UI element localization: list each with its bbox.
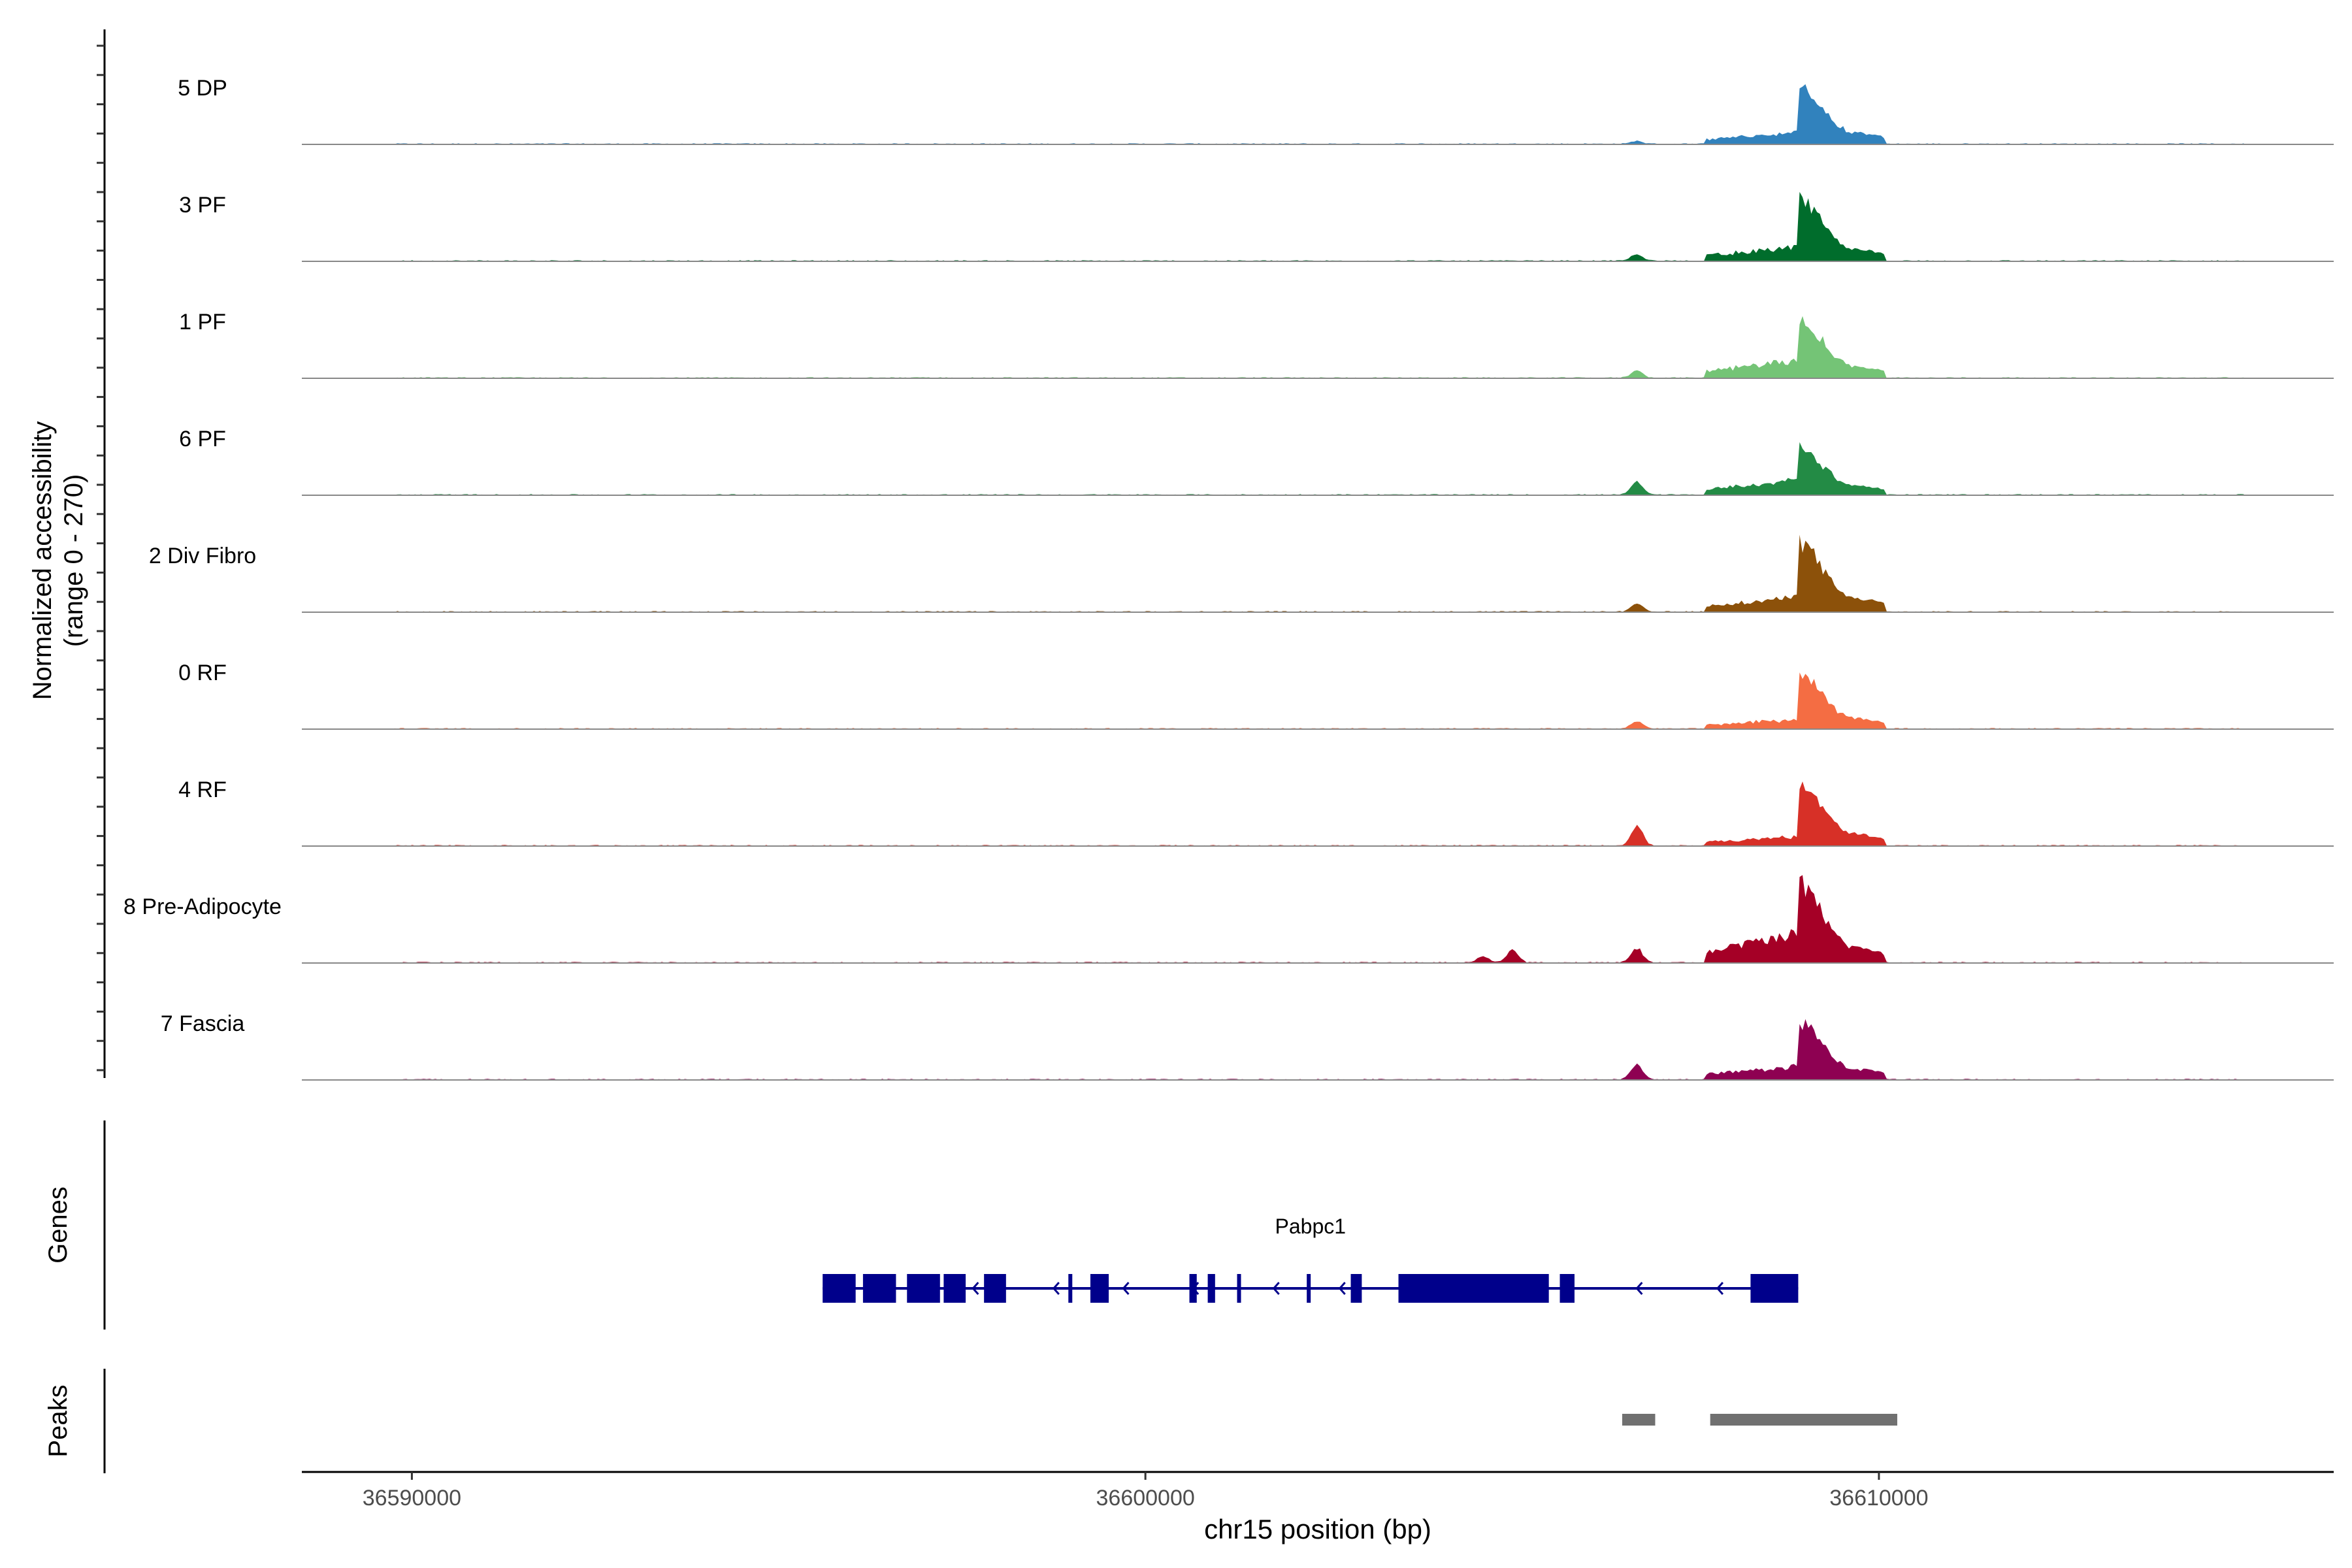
genes-track: Genes Pabpc1 [44,1120,1799,1330]
gene-exon-11 [1350,1274,1362,1303]
coverage-track-3 [395,442,2244,495]
y-axis-label-line2: (range 0 - 270) [59,474,88,647]
gene-model [823,1274,1799,1303]
strand-arrow-2 [1052,1282,1060,1295]
x-tick-label-1: 36600000 [1096,1486,1195,1511]
track-label-5: 0 RF [178,661,227,685]
strand-arrow-6 [1338,1282,1346,1295]
x-axis-label: chr15 position (bp) [1204,1514,1431,1544]
peak-region-1 [1710,1414,1897,1426]
gene-exon-8 [1207,1274,1215,1303]
coverage-track-6 [395,781,2244,846]
strand-arrow-8 [1635,1282,1643,1295]
y-axis-label-line1: Normalized accessibility [28,421,57,700]
coverage-track-4 [395,534,2244,612]
track-label-3: 6 PF [179,427,226,451]
track-label-4: 2 Div Fibro [149,544,256,568]
track-label-6: 4 RF [178,777,227,802]
gene-exon-3 [943,1274,966,1303]
gene-name-label: Pabpc1 [1275,1215,1347,1238]
peak-region-0 [1622,1414,1656,1426]
coverage-track-8 [395,1019,2244,1080]
strand-arrow-9 [1716,1282,1724,1295]
track-label-7: 8 Pre-Adipocyte [123,894,282,919]
track-label-2: 1 PF [179,310,226,335]
strand-arrow-1 [972,1282,979,1295]
track-label-8: 7 Fascia [161,1011,245,1036]
strand-arrow-0 [879,1282,888,1295]
gene-exon-5 [1068,1274,1073,1303]
x-axis: 36590000 36600000 36610000 chr15 positio… [302,1471,2334,1544]
x-tick-label-2: 36610000 [1829,1486,1928,1511]
peaks-track: Peaks [44,1369,1897,1473]
strand-arrow-3 [1122,1282,1130,1295]
gene-exon-9 [1237,1274,1241,1303]
strand-arrow-7 [1565,1282,1573,1295]
gene-exon-12 [1398,1274,1549,1303]
peak-regions [1622,1414,1897,1426]
gene-exon-14 [1750,1274,1799,1303]
coverage-track-5 [395,672,2244,729]
gene-exon-4 [984,1274,1006,1303]
track-label-0: 5 DP [178,76,227,101]
strand-arrow-4 [1192,1282,1200,1295]
genes-track-label: Genes [44,1186,73,1264]
peaks-track-label: Peaks [44,1384,73,1457]
y-axis-ticks [97,44,105,1071]
gene-exon-1 [862,1274,896,1303]
coverage-track-1 [395,191,2244,261]
coverage-track-0 [395,84,2244,144]
coverage-tracks: 5 DP 3 PF 1 PF 6 PF 2 Div Fibro 0 RF 4 RF 8 Pre… [123,76,2334,1081]
coverage-track-7 [395,875,2244,963]
gene-exon-0 [823,1274,856,1303]
gene-exon-6 [1090,1274,1109,1303]
x-tick-label-0: 36590000 [363,1486,461,1511]
gene-exon-10 [1307,1274,1311,1303]
gene-exon-2 [907,1274,940,1303]
coverage-track-2 [395,316,2244,378]
track-label-1: 3 PF [179,193,226,218]
strand-arrow-5 [1272,1282,1280,1295]
